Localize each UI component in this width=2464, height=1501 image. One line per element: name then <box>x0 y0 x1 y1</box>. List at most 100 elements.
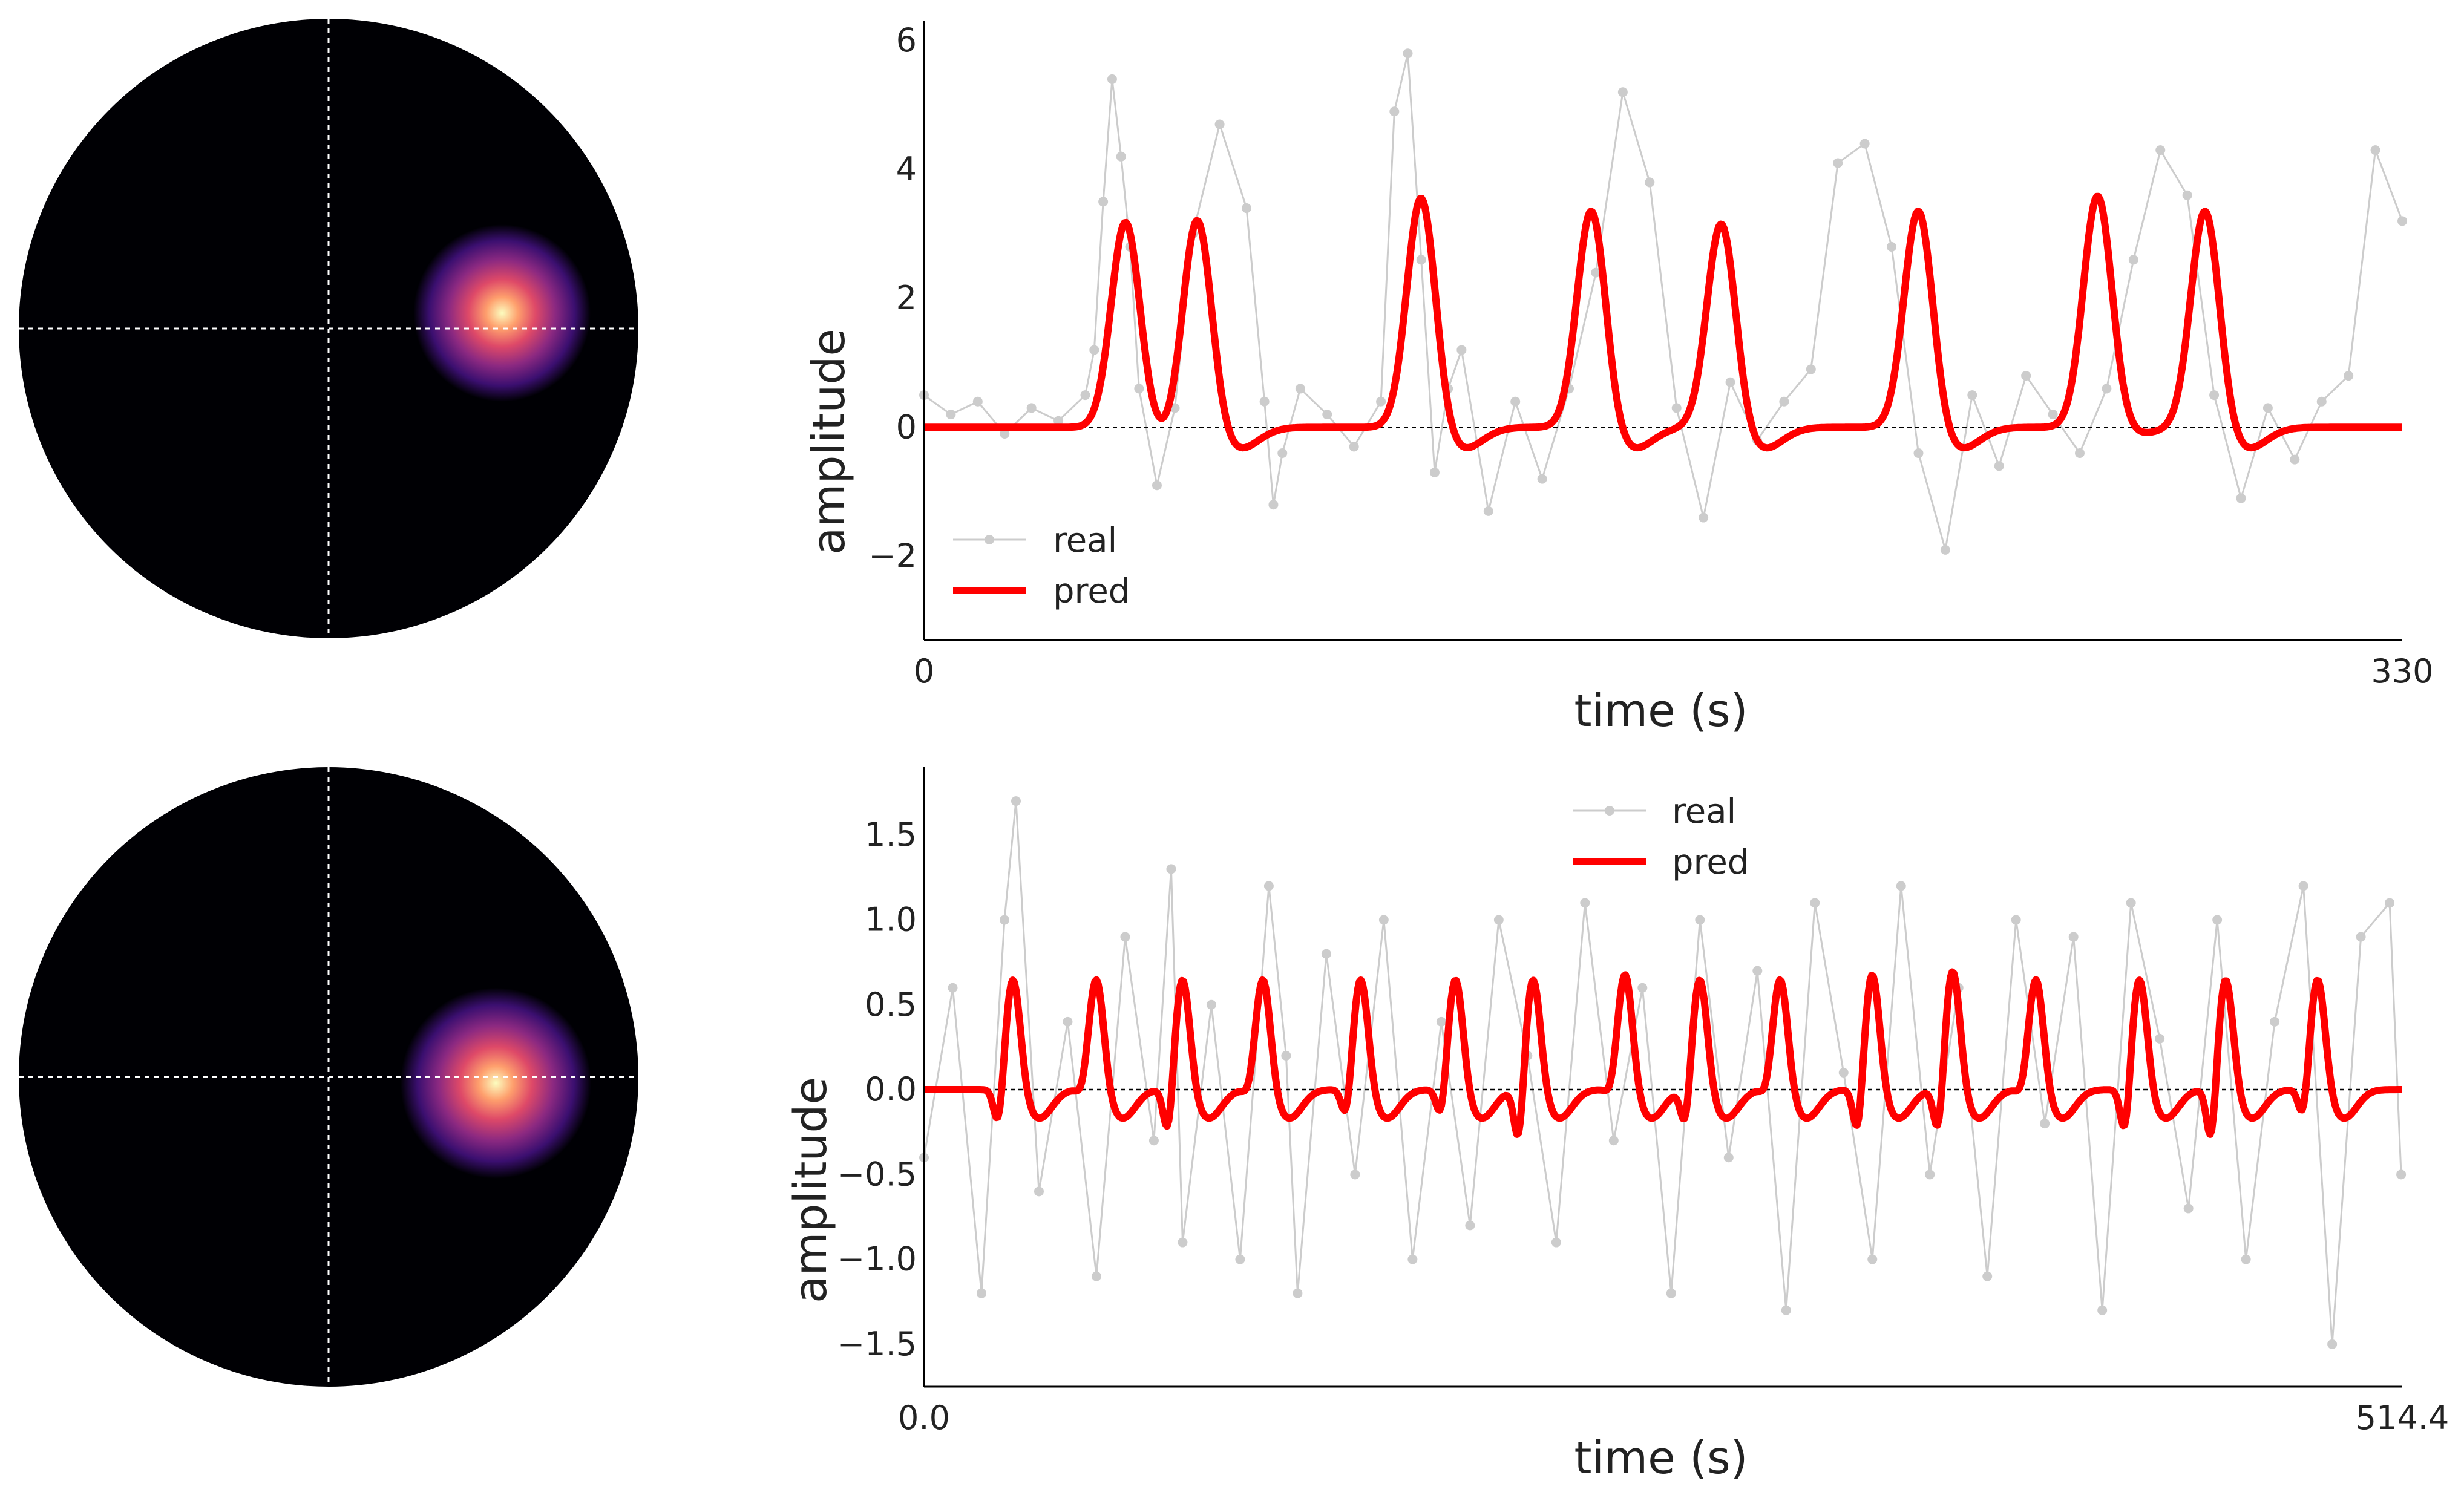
real-data-point <box>1967 390 1977 401</box>
real-data-point <box>1281 1050 1291 1061</box>
real-data-point <box>1152 480 1162 491</box>
real-data-point <box>1120 932 1130 942</box>
real-data-point <box>1436 1016 1446 1027</box>
real-data-point <box>2212 915 2223 925</box>
real-data-point <box>1063 1016 1073 1027</box>
real-data-point <box>948 983 958 993</box>
real-data-point <box>1483 506 1493 516</box>
real-data-point <box>1293 1288 1303 1298</box>
real-data-point <box>1465 1220 1475 1231</box>
real-data-point <box>946 410 956 420</box>
real-data-point <box>1178 1237 1188 1248</box>
real-data-point <box>1833 158 1843 168</box>
real-data-point <box>1416 255 1426 265</box>
real-data-point <box>2021 371 2031 381</box>
real-data-point <box>1608 1136 1619 1146</box>
real-data-point <box>1617 87 1628 97</box>
real-data-point <box>1107 74 1117 84</box>
real-data-point <box>972 396 983 407</box>
real-data-point <box>1779 396 1789 407</box>
real-data-point <box>1034 1186 1044 1197</box>
real-data-point <box>1699 512 1709 523</box>
y-tick-label: −0.5 <box>837 1155 917 1193</box>
real-data-point <box>1806 364 1816 374</box>
real-data-point <box>1349 442 1359 452</box>
legend: real pred <box>1573 792 1749 882</box>
real-data-point <box>1887 241 1897 252</box>
x-tick-label: 0.0 <box>898 1399 950 1437</box>
real-data-point <box>1867 1254 1878 1264</box>
y-axis-label: amplitude <box>803 329 855 555</box>
real-data-point <box>1551 1237 1561 1248</box>
real-data-point <box>2385 898 2395 908</box>
y-tick-label: −2 <box>868 537 917 575</box>
real-data-point <box>1350 1169 1360 1180</box>
y-tick-label: 0 <box>896 408 917 446</box>
real-data-point <box>2262 403 2273 413</box>
real-data-point <box>1781 1305 1791 1315</box>
y-tick-label: −1.5 <box>837 1325 917 1363</box>
receptive-field-heatmap-1 <box>19 19 638 638</box>
real-data-point <box>1925 1169 1935 1180</box>
real-data-point <box>2270 1016 2280 1027</box>
real-data-point <box>2040 1119 2050 1129</box>
real-data-point <box>2327 1339 2338 1349</box>
real-data-point <box>2102 384 2112 394</box>
real-data-point <box>1322 410 1332 420</box>
x-axis-label: time (s) <box>1574 1432 1748 1484</box>
real-data-point <box>2074 448 2085 458</box>
y-tick-label: 0.5 <box>865 986 917 1024</box>
real-data-point <box>1000 429 1010 439</box>
real-data-point <box>1166 864 1176 874</box>
real-data-point <box>1295 384 1305 394</box>
y-tick-label: 0.0 <box>865 1070 917 1108</box>
time-series-chart-1: −2 0 2 4 6 0 330 amplitude time (s) real pred <box>803 21 2434 737</box>
real-data-point <box>1277 448 1288 458</box>
real-data-point <box>2011 915 2021 925</box>
real-data-point <box>1723 1153 1734 1163</box>
pred-series-line <box>922 968 2405 1138</box>
legend-real-label: real <box>1672 792 1736 831</box>
real-data-point <box>999 915 1009 925</box>
real-data-point <box>1580 898 1590 908</box>
x-tick-label: 330 <box>2371 652 2433 690</box>
real-data-point <box>1235 1254 1245 1264</box>
real-data-point <box>1994 461 2004 471</box>
real-data-point <box>1838 1067 1849 1078</box>
real-data-point <box>1206 999 1216 1010</box>
real-data-point <box>1591 267 1601 278</box>
real-data-point <box>1510 396 1521 407</box>
legend-real-label: real <box>1053 521 1117 560</box>
real-data-point <box>1263 881 1274 891</box>
legend: real pred <box>953 521 1130 611</box>
real-data-point <box>1429 467 1440 477</box>
y-ticks: −2 0 2 4 6 <box>868 21 917 575</box>
x-ticks: 0.0 514.4 <box>898 1399 2449 1437</box>
real-data-point <box>1982 1271 1993 1281</box>
real-data-point <box>1859 139 1870 149</box>
real-data-point <box>2155 145 2166 155</box>
y-tick-label: 2 <box>896 279 917 317</box>
real-data-point <box>1098 197 1109 207</box>
real-data-point <box>1403 48 1413 59</box>
real-data-point <box>2182 190 2192 200</box>
real-data-point <box>1089 345 1099 355</box>
x-ticks: 0 330 <box>914 652 2434 690</box>
real-data-point <box>1666 1288 1676 1298</box>
real-data-point <box>1940 544 1950 555</box>
real-data-point <box>2397 216 2407 226</box>
real-data-point <box>1259 396 1270 407</box>
real-data-point <box>2241 1254 2251 1264</box>
y-tick-label: 4 <box>896 150 917 188</box>
real-data-point <box>1378 915 1389 925</box>
real-data-point <box>2298 881 2308 891</box>
real-data-point <box>2316 396 2327 407</box>
x-tick-label: 514.4 <box>2356 1399 2449 1437</box>
real-data-point <box>1493 915 1504 925</box>
real-data-point <box>1407 1254 1418 1264</box>
real-data-point <box>1537 474 1547 484</box>
real-data-point <box>1913 448 1924 458</box>
real-data-point <box>2396 1169 2407 1180</box>
real-data-point <box>1389 106 1400 117</box>
real-data-point <box>1242 203 1252 214</box>
